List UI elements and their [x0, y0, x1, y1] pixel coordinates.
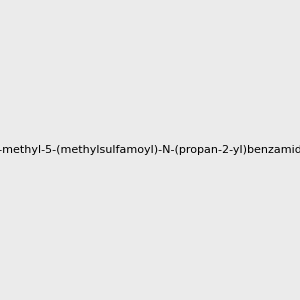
Text: 2-methyl-5-(methylsulfamoyl)-N-(propan-2-yl)benzamide: 2-methyl-5-(methylsulfamoyl)-N-(propan-2…: [0, 145, 300, 155]
